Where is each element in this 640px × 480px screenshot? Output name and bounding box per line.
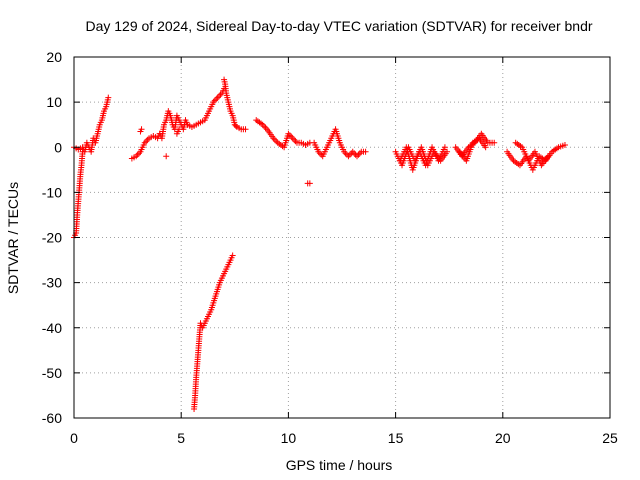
data-series: [71, 76, 568, 412]
data-point: [292, 138, 299, 145]
data-point: [482, 144, 489, 151]
x-tick-label: 20: [495, 430, 511, 446]
data-point: [291, 136, 298, 143]
y-tick-label: -40: [42, 320, 62, 336]
data-point: [134, 151, 141, 158]
y-tick-label: -30: [42, 275, 62, 291]
y-tick-label: -60: [42, 410, 62, 426]
y-tick-label: -50: [42, 365, 62, 381]
x-tick-label: 5: [177, 430, 185, 446]
data-point: [441, 144, 448, 151]
data-point: [491, 139, 498, 146]
y-tick-label: -20: [42, 230, 62, 246]
data-point: [354, 153, 361, 160]
data-point: [306, 180, 313, 187]
x-tick-label: 15: [388, 430, 404, 446]
data-point: [351, 150, 358, 157]
data-point: [349, 148, 356, 155]
data-point: [242, 126, 249, 133]
data-point: [362, 148, 369, 155]
data-point: [273, 138, 280, 145]
tick-labels: 0 5 10 15 20 25 -60 -50 -40 -30 -20 -10 0 10 20: [42, 49, 618, 446]
chart-title: Day 129 of 2024, Sidereal Day-to-day VTE…: [85, 18, 592, 34]
data-point: [271, 136, 278, 143]
x-axis-title: GPS time / hours: [286, 457, 393, 473]
data-point: [346, 151, 353, 158]
data-point: [144, 136, 151, 143]
data-point: [561, 141, 568, 148]
data-point: [356, 150, 363, 157]
y-tick-label: 10: [46, 94, 62, 110]
x-tick-label: 0: [70, 430, 78, 446]
data-point: [163, 153, 170, 160]
data-point: [262, 124, 269, 131]
grid: [74, 57, 610, 418]
data-point: [544, 153, 551, 160]
data-point: [229, 252, 236, 259]
data-point: [105, 94, 112, 101]
x-tick-label: 25: [602, 430, 618, 446]
data-point: [345, 153, 352, 160]
x-tick-label: 10: [281, 430, 297, 446]
data-point: [232, 122, 239, 129]
data-point: [214, 94, 221, 101]
y-axis-title: SDTVAR / TECUs: [5, 182, 21, 294]
y-tick-label: 0: [54, 139, 62, 155]
data-point: [288, 133, 295, 140]
data-point: [213, 96, 220, 103]
data-point: [176, 126, 183, 133]
data-point: [355, 151, 362, 158]
data-point: [216, 93, 223, 100]
y-tick-label: -10: [42, 184, 62, 200]
y-tick-label: 20: [46, 49, 62, 65]
data-point: [261, 123, 268, 130]
data-point: [138, 126, 145, 133]
axis-ticks: [73, 56, 611, 419]
